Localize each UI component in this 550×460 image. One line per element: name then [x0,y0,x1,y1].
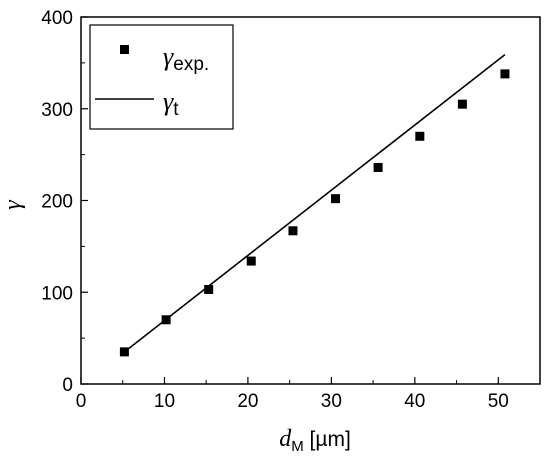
data-point [119,347,129,357]
data-point [457,99,467,109]
data-point [161,315,171,325]
data-point [415,131,425,141]
legend-marker-square [120,45,129,54]
y-tick-label: 400 [41,8,73,29]
x-tick-label: 0 [76,391,87,412]
data-point [500,69,510,79]
series-gamma-t [123,53,506,353]
y-tick-label: 0 [62,375,73,396]
legend-label-gamma-t: γt [163,87,179,120]
data-point [204,284,214,294]
legend-label-gamma-exp: γexp. [163,42,209,75]
x-tick-label: 10 [154,391,175,412]
y-axis-title: γ [0,200,26,210]
legend: γexp. γt [89,24,234,130]
x-axis-title: dM [µm] [279,426,351,455]
x-tick-label: 20 [237,391,258,412]
legend-box [89,24,234,130]
data-point [331,194,341,204]
x-tick-label: 40 [404,391,425,412]
x-tick-label: 30 [321,391,342,412]
axis-ticks [80,16,499,385]
data-point [288,226,298,236]
y-tick-label: 100 [41,283,73,304]
x-tick-label: 50 [488,391,509,412]
y-tick-label: 300 [41,100,73,121]
axis-tick-labels: 0 10 20 30 40 50 0 100 200 300 400 [41,8,509,412]
line-gamma-t [123,53,506,353]
data-point [373,162,383,172]
data-point [246,256,256,266]
series-gamma-exp [119,69,510,357]
y-tick-label: 200 [41,192,73,213]
